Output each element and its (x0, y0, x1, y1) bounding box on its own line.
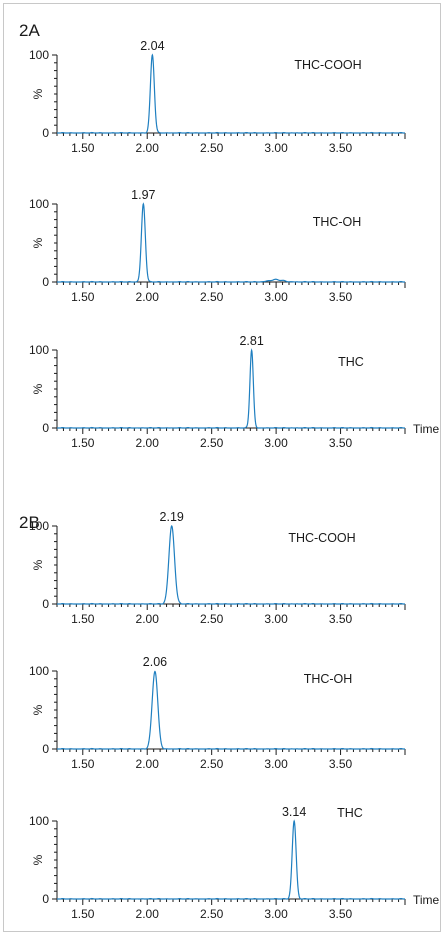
y-tick-label: 0 (42, 742, 49, 756)
x-axis-label: Time (413, 893, 440, 907)
x-tick-label: 2.00 (136, 141, 160, 155)
chromatogram-trace (57, 202, 405, 283)
x-tick-label: 1.50 (71, 757, 95, 771)
x-tick-label: 2.50 (200, 436, 224, 450)
x-tick-label: 3.50 (329, 757, 353, 771)
x-tick-label: 3.00 (264, 907, 288, 921)
chromatogram-plot-2: 0 100% 1.50 2.00 2.50 3.00 3.50 1.97 THC-OH (29, 188, 406, 304)
x-tick-label: 3.50 (329, 141, 353, 155)
y-tick-label: 100 (29, 664, 49, 678)
y-axis-label: % (31, 383, 45, 394)
x-tick-label: 3.00 (264, 757, 288, 771)
compound-label: THC-COOH (294, 58, 361, 72)
y-tick-label: 100 (29, 48, 49, 62)
y-tick-label: 0 (42, 126, 49, 140)
peak-label: 3.14 (282, 805, 306, 819)
plots-container: 0 100% 1.50 2.00 2.50 3.00 3.50 2.04 THC-COOH 0 10… (29, 39, 440, 921)
x-tick-label: 3.50 (329, 436, 353, 450)
x-tick-label: 2.00 (136, 907, 160, 921)
y-tick-label: 100 (29, 343, 49, 357)
chromatogram-plot-6: 0 100% 1.50 2.00 2.50 3.00 3.50 Time 3.14 THC (29, 805, 440, 921)
chromatogram-trace (57, 819, 405, 900)
x-tick-label: 3.50 (329, 612, 353, 626)
y-axis-label: % (31, 704, 45, 715)
x-tick-label: 3.00 (264, 141, 288, 155)
x-tick-label: 3.50 (329, 290, 353, 304)
chromatogram-trace (57, 348, 405, 429)
panel-label-2a: 2A (19, 21, 40, 40)
x-tick-label: 2.00 (136, 436, 160, 450)
y-tick-label: 0 (42, 892, 49, 906)
x-tick-label: 2.50 (200, 757, 224, 771)
peak-label: 2.81 (239, 334, 263, 348)
peak-label: 2.06 (143, 655, 167, 669)
compound-label: THC (337, 806, 363, 820)
y-tick-label: 0 (42, 421, 49, 435)
y-tick-label: 100 (29, 519, 49, 533)
x-tick-label: 1.50 (71, 141, 95, 155)
y-axis-label: % (31, 854, 45, 865)
x-tick-label: 2.50 (200, 141, 224, 155)
chromatogram-trace (57, 670, 405, 750)
x-tick-label: 2.50 (200, 907, 224, 921)
x-tick-label: 2.00 (136, 290, 160, 304)
y-tick-label: 0 (42, 597, 49, 611)
x-tick-label: 2.00 (136, 757, 160, 771)
x-tick-label: 1.50 (71, 290, 95, 304)
chromatogram-plot-5: 0 100% 1.50 2.00 2.50 3.00 3.50 2.06 THC-OH (29, 655, 406, 771)
peak-label: 2.19 (160, 510, 184, 524)
figure-frame (3, 3, 441, 932)
x-tick-label: 1.50 (71, 907, 95, 921)
x-tick-label: 2.50 (200, 290, 224, 304)
x-tick-label: 2.00 (136, 612, 160, 626)
compound-label: THC (338, 355, 364, 369)
chromatogram-plot-4: 0 100% 1.50 2.00 2.50 3.00 3.50 2.19 THC-COOH (29, 510, 406, 626)
y-axis-label: % (31, 88, 45, 99)
x-tick-label: 3.50 (329, 907, 353, 921)
x-tick-label: 3.00 (264, 612, 288, 626)
x-tick-label: 3.00 (264, 436, 288, 450)
compound-label: THC-COOH (288, 531, 355, 545)
panel-label-2b: 2B (19, 513, 40, 532)
peak-label: 2.04 (140, 39, 164, 53)
y-tick-label: 100 (29, 197, 49, 211)
y-axis-label: % (31, 237, 45, 248)
chromatogram-plot-3: 0 100% 1.50 2.00 2.50 3.00 3.50 Time 2.81 THC (29, 334, 440, 450)
chromatogram-trace (57, 53, 405, 134)
x-tick-label: 1.50 (71, 612, 95, 626)
chromatogram-plot-1: 0 100% 1.50 2.00 2.50 3.00 3.50 2.04 THC-COOH (29, 39, 406, 155)
peak-label: 1.97 (131, 188, 155, 202)
y-tick-label: 100 (29, 814, 49, 828)
compound-label: THC-OH (313, 215, 362, 229)
x-tick-label: 3.00 (264, 290, 288, 304)
x-axis-label: Time (413, 422, 440, 436)
chromatogram-trace (57, 524, 405, 605)
x-tick-label: 2.50 (200, 612, 224, 626)
y-tick-label: 0 (42, 275, 49, 289)
compound-label: THC-OH (304, 672, 353, 686)
y-axis-label: % (31, 559, 45, 570)
x-tick-label: 1.50 (71, 436, 95, 450)
